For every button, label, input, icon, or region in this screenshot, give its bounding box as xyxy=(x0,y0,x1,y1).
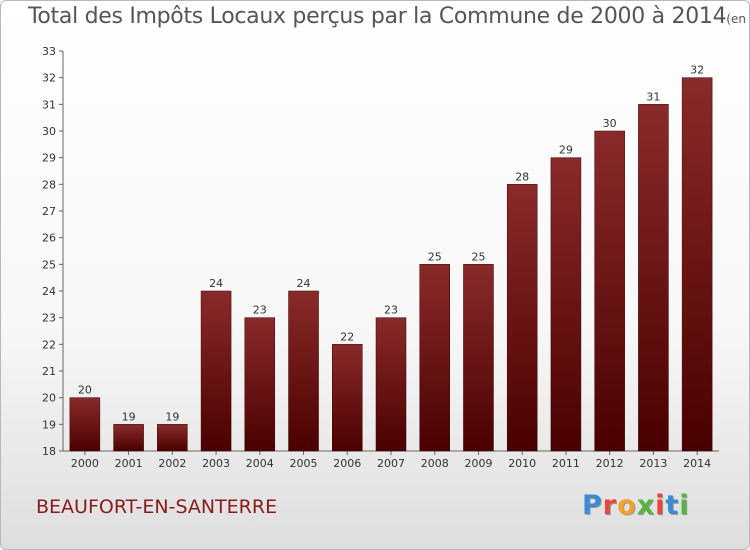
commune-name: BEAUFORT-EN-SANTERRE xyxy=(36,496,278,518)
value-label-2003: 24 xyxy=(209,277,223,290)
y-tick-label: 33 xyxy=(42,45,56,58)
y-tick-label: 26 xyxy=(42,232,56,245)
logo-letter: i xyxy=(679,490,690,521)
logo-letter: o xyxy=(617,490,637,521)
logo-letter: r xyxy=(602,490,618,521)
bar-2003 xyxy=(200,290,232,452)
y-tick-label: 23 xyxy=(42,312,56,325)
x-tick-label-2012: 2012 xyxy=(596,457,624,470)
y-tick-label: 27 xyxy=(42,205,56,218)
y-tick-label: 19 xyxy=(42,418,56,431)
bar-2006 xyxy=(332,344,363,452)
value-label-2004: 23 xyxy=(253,304,267,317)
x-tick-label-2005: 2005 xyxy=(290,457,318,470)
bar-2012 xyxy=(594,130,625,452)
proxiti-logo: Proxiti xyxy=(582,490,690,521)
y-tick-label: 24 xyxy=(42,285,56,298)
value-label-2007: 23 xyxy=(384,304,398,317)
x-tick-label-2006: 2006 xyxy=(333,457,361,470)
value-label-2012: 30 xyxy=(603,117,617,130)
bar-2001 xyxy=(113,424,144,452)
y-tick-label: 22 xyxy=(42,338,56,351)
x-tick-label-2014: 2014 xyxy=(683,457,711,470)
x-tick-label-2009: 2009 xyxy=(464,457,492,470)
bar-2004 xyxy=(244,317,276,452)
value-label-2013: 31 xyxy=(646,90,660,103)
value-label-2000: 20 xyxy=(78,384,92,397)
chart-bars xyxy=(69,77,713,452)
bar-2010 xyxy=(506,184,538,452)
logo-letter: t xyxy=(665,490,680,521)
x-tick-label-2000: 2000 xyxy=(71,457,99,470)
bar-2002 xyxy=(157,424,188,452)
y-tick-label: 28 xyxy=(42,178,56,191)
value-label-2014: 32 xyxy=(690,64,704,77)
bar-2000 xyxy=(69,397,101,452)
y-tick-label: 18 xyxy=(42,445,56,458)
x-tick-label-2008: 2008 xyxy=(421,457,449,470)
x-tick-label-2004: 2004 xyxy=(246,457,274,470)
bar-2008 xyxy=(419,264,450,452)
x-tick-label-2010: 2010 xyxy=(508,457,536,470)
bar-2007 xyxy=(375,317,407,452)
value-label-2008: 25 xyxy=(428,250,442,263)
logo-letter: x xyxy=(636,490,656,521)
y-tick-label: 29 xyxy=(42,152,56,165)
bar-2014 xyxy=(681,77,713,452)
chart-title-text: Total des Impôts Locaux perçus par la Co… xyxy=(28,4,727,29)
x-tick-label-2003: 2003 xyxy=(202,457,230,470)
bar-2005 xyxy=(288,290,319,452)
value-label-2001: 19 xyxy=(122,410,136,423)
bar-2009 xyxy=(463,264,494,452)
y-tick-label: 25 xyxy=(42,258,56,271)
y-tick-label: 21 xyxy=(42,365,56,378)
bar-2011 xyxy=(550,157,582,452)
y-tick-label: 31 xyxy=(42,98,56,111)
value-label-2002: 19 xyxy=(165,410,179,423)
y-tick-label: 32 xyxy=(42,72,56,85)
logo-letter: P xyxy=(582,490,603,521)
value-label-2009: 25 xyxy=(471,250,485,263)
value-label-2011: 29 xyxy=(559,144,573,157)
chart-title-unit: (en milliers d'€) xyxy=(726,12,749,26)
bar-2013 xyxy=(638,104,669,452)
y-tick-label: 20 xyxy=(42,392,56,405)
chart-title: Total des Impôts Locaux perçus par la Co… xyxy=(28,4,749,29)
logo-letter: i xyxy=(655,490,666,521)
x-tick-label-2001: 2001 xyxy=(115,457,143,470)
x-tick-label-2002: 2002 xyxy=(158,457,186,470)
chart-labels: 2000 20 2001 19 2002 19 2003 24 2004 23 2005 24 2006… xyxy=(71,64,711,470)
value-label-2006: 22 xyxy=(340,330,354,343)
value-label-2005: 24 xyxy=(297,277,311,290)
x-tick-label-2007: 2007 xyxy=(377,457,405,470)
x-tick-label-2011: 2011 xyxy=(552,457,580,470)
x-tick-label-2013: 2013 xyxy=(639,457,667,470)
y-tick-label: 30 xyxy=(42,125,56,138)
chart-axes: 18 19 20 21 22 23 24 25 26 27 28 29 30 31 32 33 xyxy=(42,45,719,458)
value-label-2010: 28 xyxy=(515,170,529,183)
